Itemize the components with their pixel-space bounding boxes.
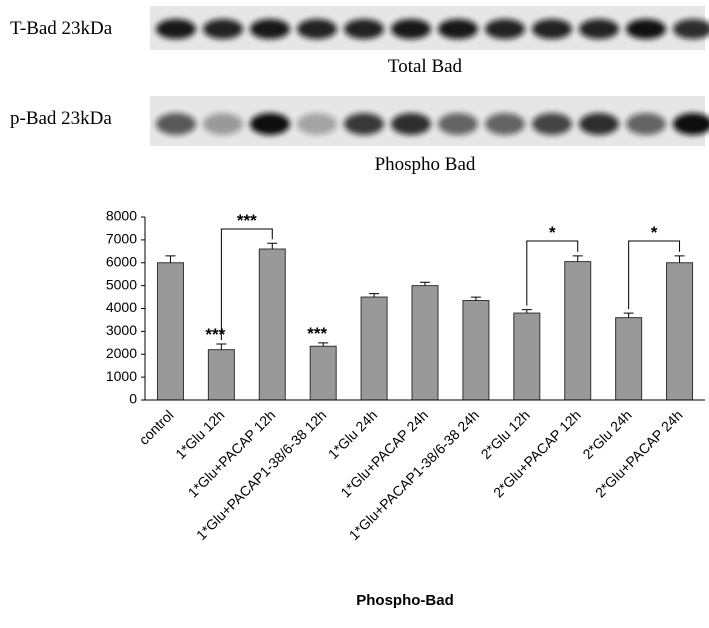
error-bar (369, 294, 379, 297)
x-tick-label: 2*Glu+PACAP 12h (490, 407, 584, 501)
significance-label: *** (237, 211, 257, 230)
blot-band (156, 113, 196, 135)
blot-band (203, 19, 243, 39)
bar (616, 318, 642, 400)
blot-band (626, 19, 666, 39)
blot-band (344, 19, 384, 39)
blot-band (532, 19, 572, 39)
blot-band (485, 113, 525, 135)
error-bar (267, 243, 277, 249)
error-bar (318, 343, 328, 346)
bar (514, 313, 540, 400)
x-tick-label: 2*Glu+PACAP 24h (592, 407, 686, 501)
error-bar (471, 297, 481, 300)
error-bar (624, 313, 634, 318)
figure: T-Bad 23kDa Total Bad p-Bad 23kDa Phosph… (0, 0, 709, 628)
blot-band (203, 113, 243, 135)
x-axis-label: Phospho-Bad (356, 592, 454, 609)
bar (412, 286, 438, 400)
blot-band (297, 19, 337, 39)
x-tick-label: control (136, 407, 177, 448)
bar (208, 350, 234, 400)
bar (463, 300, 489, 400)
x-tick-label: 1*Glu+PACAP 24h (337, 407, 431, 501)
blot-band (250, 113, 290, 135)
blot-band (344, 113, 384, 135)
blot-band (438, 19, 478, 39)
blot-band (297, 113, 337, 135)
bar (565, 262, 591, 400)
blot-band (391, 19, 431, 39)
significance-label: *** (307, 324, 327, 343)
x-tick-label: 1*Glu+PACAP 12h (185, 407, 279, 501)
error-bar (216, 344, 226, 350)
y-tick-label: 8000 (106, 208, 137, 224)
blot-band (532, 113, 572, 135)
error-bar (573, 256, 583, 262)
y-tick-label: 7000 (106, 231, 137, 247)
error-bar (675, 256, 685, 263)
blot-caption: Phospho Bad (375, 154, 476, 175)
error-bar (165, 256, 175, 263)
blot-label: p-Bad 23kDa (10, 108, 112, 129)
blot-band (579, 113, 619, 135)
bar (259, 249, 285, 400)
bar (361, 297, 387, 400)
blot-band (156, 19, 196, 39)
blot-band (485, 19, 525, 39)
y-tick-label: 0 (129, 391, 137, 407)
blot-band (579, 19, 619, 39)
y-tick-label: 6000 (106, 253, 137, 269)
error-bar (420, 282, 430, 285)
bar (310, 346, 336, 400)
blot-caption: Total Bad (388, 56, 463, 77)
significance-label: * (651, 223, 658, 242)
y-tick-label: 5000 (106, 276, 137, 292)
blot-band (391, 113, 431, 135)
y-tick-label: 2000 (106, 345, 137, 361)
blot-band (626, 113, 666, 135)
error-bar (522, 310, 532, 313)
significance-label: * (549, 223, 556, 242)
blot-band (250, 19, 290, 39)
y-tick-label: 3000 (106, 322, 137, 338)
bar (157, 263, 183, 400)
blot-label: T-Bad 23kDa (10, 18, 113, 39)
bar (667, 263, 693, 400)
significance-label: *** (205, 325, 225, 344)
y-tick-label: 1000 (106, 368, 137, 384)
blot-band (438, 113, 478, 135)
y-tick-label: 4000 (106, 299, 137, 315)
